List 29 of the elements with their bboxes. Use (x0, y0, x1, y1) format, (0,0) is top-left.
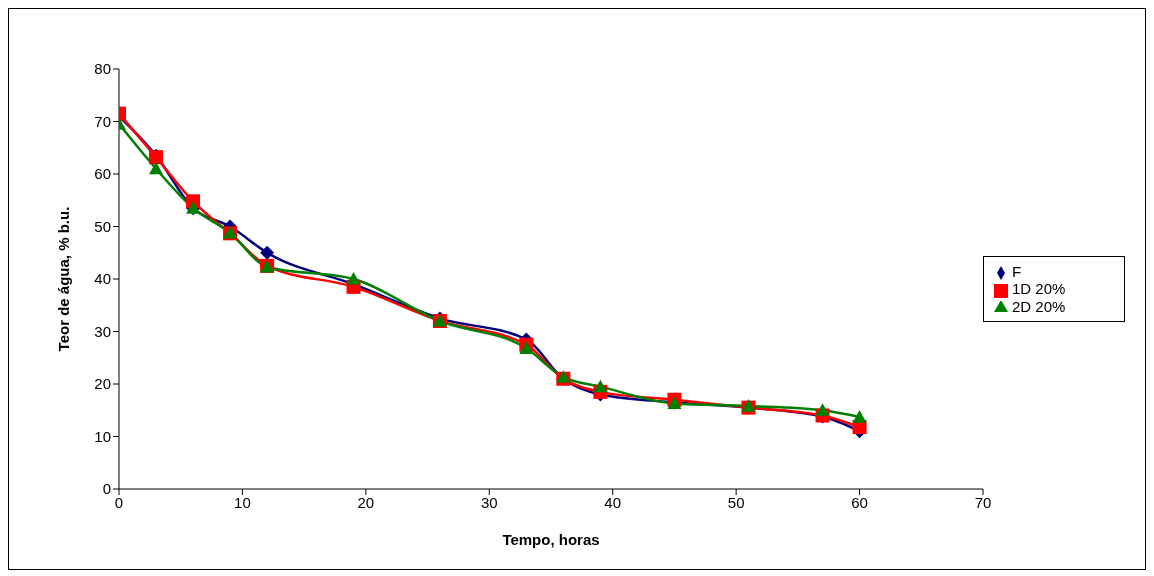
x-tick-label: 0 (114, 493, 124, 511)
point (593, 379, 608, 393)
legend-label: 1D 20% (1012, 280, 1066, 298)
point (815, 403, 830, 416)
x-tick-label: 70 (974, 493, 992, 511)
y-tick-label: 50 (94, 217, 111, 235)
y-tick-label: 10 (94, 427, 111, 445)
y-axis-title: Teor de água, % b.u. (55, 206, 73, 352)
x-tick-label: 50 (727, 493, 745, 511)
legend-label: 2D 20% (1012, 297, 1066, 315)
point (346, 272, 361, 285)
point (260, 245, 275, 260)
y-tick-label: 70 (94, 112, 111, 130)
x-tick-label: 40 (604, 493, 622, 511)
y-tick-label: 40 (94, 270, 111, 288)
y-tick-label: 60 (94, 165, 111, 183)
x-tick-label: 10 (234, 493, 251, 511)
y-tick-label: 20 (94, 375, 111, 393)
y-tick-label: 30 (94, 322, 111, 340)
point (519, 341, 534, 354)
x-tick-label: 30 (480, 493, 498, 511)
legend-label: F (1012, 263, 1022, 281)
x-tick-label: 60 (851, 493, 868, 511)
x-axis-title: Tempo, horas (502, 531, 600, 548)
x-tick-label: 20 (357, 493, 375, 511)
y-tick-label: 80 (94, 60, 111, 78)
point (852, 410, 867, 423)
point (149, 161, 164, 175)
y-tick-label: 0 (102, 480, 111, 498)
